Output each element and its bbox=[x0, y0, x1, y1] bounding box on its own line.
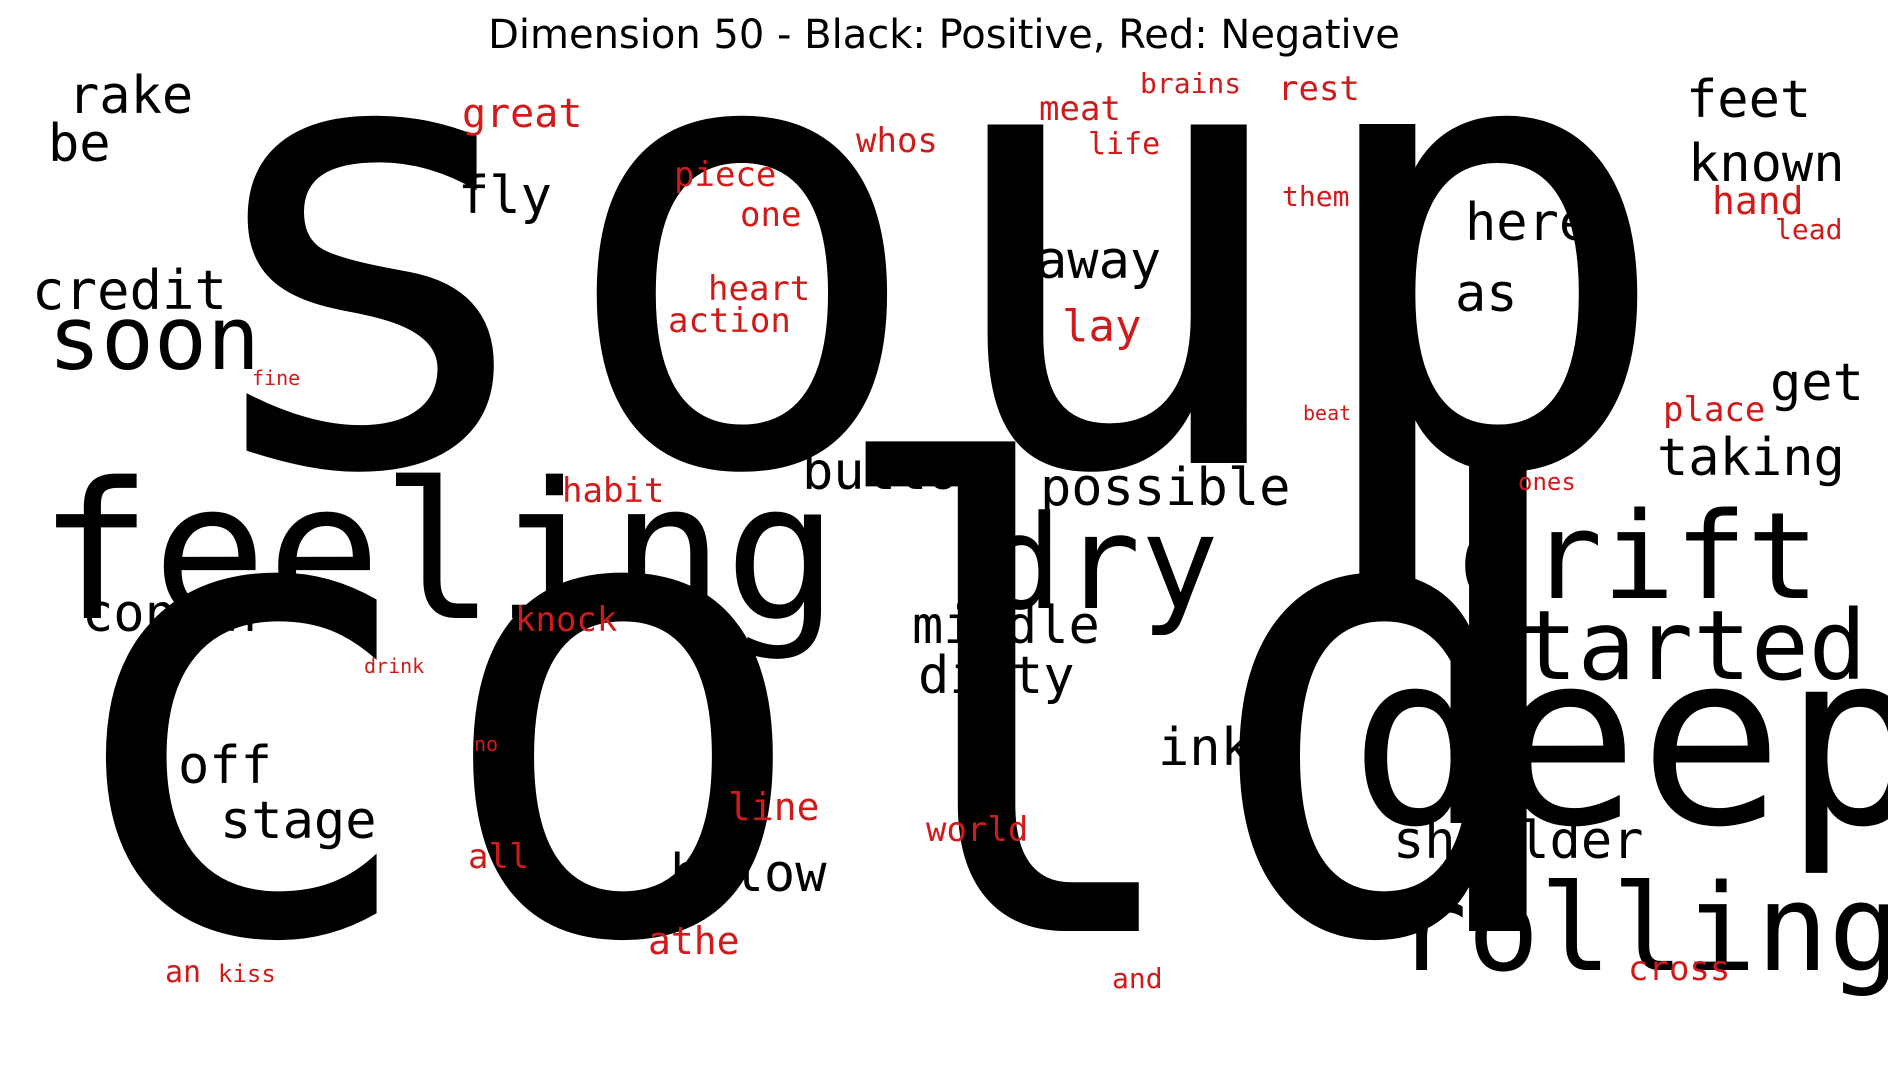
word-off: off bbox=[178, 736, 272, 796]
word-fly: fly bbox=[458, 166, 552, 226]
word-world: world bbox=[926, 810, 1029, 850]
word-known: known bbox=[1688, 134, 1845, 194]
word-ones: ones bbox=[1518, 468, 1576, 496]
word-hand: hand bbox=[1712, 179, 1804, 223]
word-below: below bbox=[670, 844, 827, 904]
word-brains: brains bbox=[1140, 67, 1242, 100]
word-get: get bbox=[1770, 353, 1864, 413]
word-as: as bbox=[1455, 264, 1518, 324]
word-rolling: rolling bbox=[1395, 860, 1888, 999]
word-meat: meat bbox=[1039, 89, 1121, 129]
word-an: an bbox=[165, 955, 202, 990]
word-be: be bbox=[48, 114, 111, 174]
word-cloud: soup cold feeling deep drift rolling sta… bbox=[32, 0, 1888, 1030]
word-dry: dry bbox=[984, 487, 1219, 639]
word-life: life bbox=[1088, 127, 1161, 162]
word-feet: feet bbox=[1686, 70, 1812, 130]
cloud-title: Dimension 50 - Black: Positive, Red: Neg… bbox=[488, 12, 1400, 58]
word-taking: taking bbox=[1657, 428, 1845, 488]
word-knock: knock bbox=[515, 600, 618, 640]
word-drink: drink bbox=[364, 654, 425, 678]
word-drift: drift bbox=[1458, 488, 1820, 627]
word-ink: ink bbox=[1158, 718, 1252, 778]
word-athe: athe bbox=[648, 919, 740, 963]
word-place: place bbox=[1663, 390, 1766, 430]
word-dirty: dirty bbox=[918, 646, 1075, 706]
word-heart: heart bbox=[708, 269, 811, 309]
word-away: away bbox=[1036, 231, 1162, 291]
word-button: button bbox=[802, 442, 990, 502]
word-cross: cross bbox=[1628, 949, 1731, 989]
word-fine: fine bbox=[252, 366, 301, 390]
word-middle: middle bbox=[912, 596, 1100, 656]
word-lay: lay bbox=[1062, 301, 1142, 352]
word-shoulder: shoulder bbox=[1393, 811, 1644, 871]
word-habit: habit bbox=[562, 471, 665, 511]
word-one: one bbox=[740, 195, 802, 235]
word-no: no bbox=[474, 732, 499, 756]
word-them: them bbox=[1282, 180, 1350, 213]
word-action: action bbox=[668, 301, 791, 341]
word-rest: rest bbox=[1278, 69, 1360, 109]
word-great: great bbox=[462, 91, 583, 137]
word-concur: concur bbox=[82, 584, 270, 644]
word-all: all bbox=[468, 837, 530, 877]
word-credit: credit bbox=[32, 259, 228, 322]
word-beat: beat bbox=[1303, 401, 1352, 425]
word-soup: soup bbox=[182, 0, 1676, 610]
word-rake: rake bbox=[68, 66, 194, 126]
word-cold: cold bbox=[45, 337, 1587, 1082]
word-whos: whos bbox=[856, 121, 938, 161]
word-soon: soon bbox=[48, 287, 260, 390]
word-started: started bbox=[1462, 590, 1867, 702]
word-stage: stage bbox=[220, 791, 377, 851]
word-piece: piece bbox=[674, 155, 777, 195]
word-here: here bbox=[1465, 193, 1591, 253]
word-and: and bbox=[1112, 962, 1163, 995]
word-lead: lead bbox=[1775, 213, 1843, 246]
word-kiss: kiss bbox=[218, 960, 276, 988]
word-possible: possible bbox=[1040, 458, 1291, 518]
word-line: line bbox=[728, 785, 820, 829]
word-deep: deep bbox=[1350, 600, 1888, 880]
word-feeling: feeling bbox=[38, 442, 839, 663]
